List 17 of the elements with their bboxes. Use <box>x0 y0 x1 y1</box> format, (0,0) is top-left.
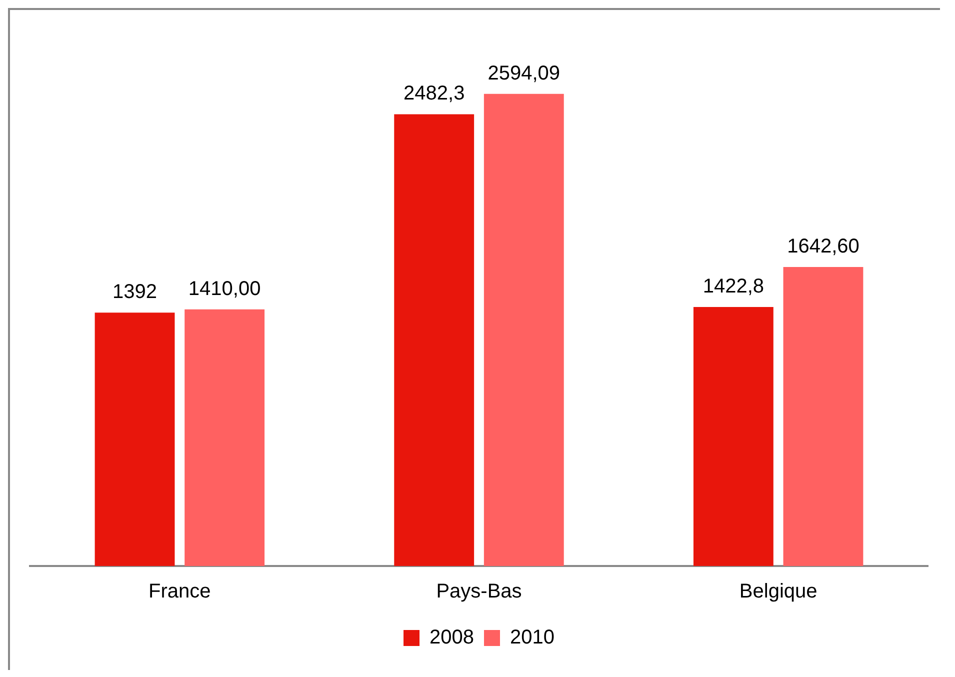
bar <box>484 94 564 566</box>
data-label: 1392 <box>112 281 158 304</box>
bar <box>184 309 265 566</box>
x-tick-label: Pays-Bas <box>436 580 522 603</box>
data-label: 1422,8 <box>702 276 764 298</box>
bar <box>94 312 175 566</box>
bar <box>693 307 774 566</box>
data-label: 1410,00 <box>188 278 261 300</box>
legend-label: 2010 <box>510 626 554 649</box>
data-label: 1642,60 <box>787 236 860 258</box>
bar <box>783 267 864 566</box>
x-tick-label: France <box>148 580 211 603</box>
x-tick-label: Belgique <box>739 580 818 603</box>
data-label: 2594,09 <box>488 62 560 84</box>
data-label: 2482,3 <box>404 82 465 105</box>
bar <box>394 114 474 566</box>
legend-label: 2008 <box>430 626 474 649</box>
